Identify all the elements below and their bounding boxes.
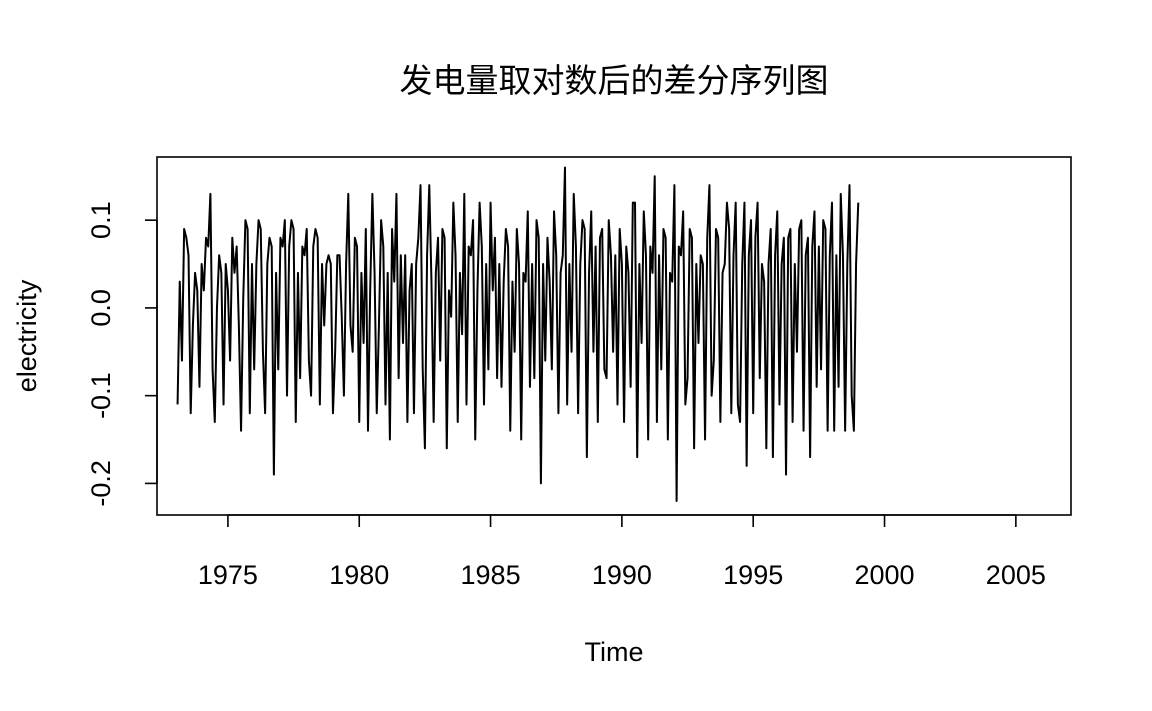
x-axis: 1975 1980 1985 1990 1995 2000 2005 <box>198 514 1046 590</box>
series-layer <box>176 166 860 502</box>
x-tick-label: 2000 <box>854 560 914 590</box>
x-tick-label: 1980 <box>329 560 389 590</box>
y-tick-label: -0.1 <box>86 372 116 419</box>
x-tick-label: 1975 <box>198 560 258 590</box>
y-axis: -0.2 -0.1 0.0 0.1 <box>86 201 158 507</box>
chart-title: 发电量取对数后的差分序列图 <box>400 61 829 100</box>
y-tick-label: 0.1 <box>86 201 116 239</box>
x-tick-label: 2005 <box>986 560 1046 590</box>
x-tick-label: 1995 <box>723 560 783 590</box>
y-tick-label: -0.2 <box>86 460 116 507</box>
x-axis-label: Time <box>585 637 644 667</box>
y-axis-label: electricity <box>12 279 42 392</box>
y-tick-label: 0.0 <box>86 289 116 327</box>
series-line-0 <box>176 166 860 502</box>
x-tick-label: 1990 <box>592 560 652 590</box>
x-tick-label: 1985 <box>461 560 521 590</box>
